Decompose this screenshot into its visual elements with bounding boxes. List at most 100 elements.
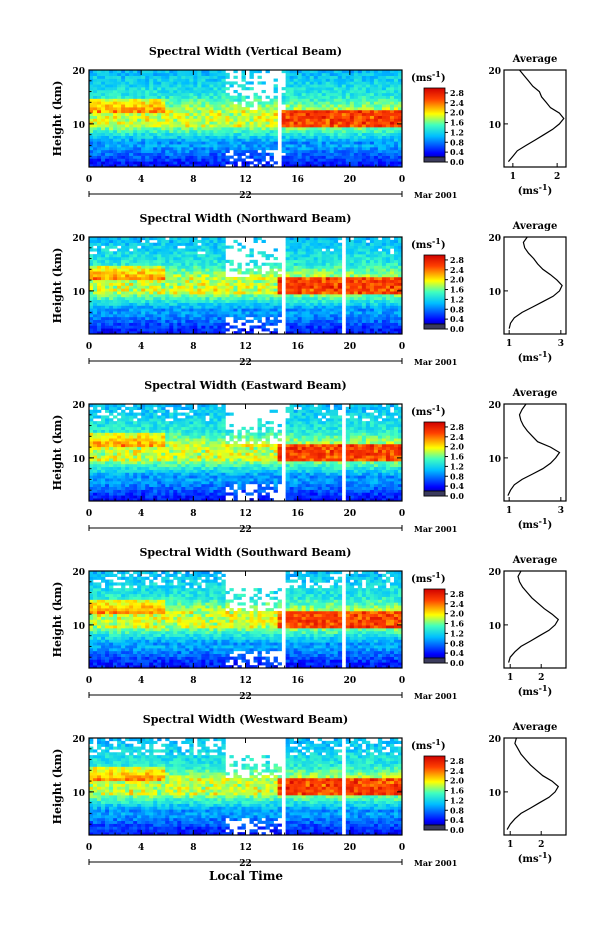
heatmap-cell (105, 251, 110, 255)
heatmap-cell (109, 78, 114, 82)
heatmap-cell (345, 95, 351, 99)
heatmap-cell (125, 308, 130, 312)
heatmap-cell (97, 288, 102, 292)
heatmap-cell (361, 314, 367, 318)
heatmap-cell (133, 331, 138, 335)
heatmap-cell (129, 276, 134, 281)
heatmap-cell (137, 149, 142, 154)
heatmap-cell (117, 72, 122, 76)
heatmap-cell (217, 245, 222, 249)
heatmap-cell (185, 72, 190, 76)
heatmap-cell (317, 149, 323, 154)
heatmap-cell (217, 81, 222, 85)
heatmap-cell (345, 112, 351, 116)
heatmap-cell (237, 129, 242, 134)
heatmap-cell (125, 78, 130, 82)
heatmap-cell (89, 282, 94, 286)
heatmap-cell (321, 129, 327, 134)
heatmap-cell (297, 144, 302, 148)
heatmap-cell (353, 291, 359, 295)
heatmap-cell (373, 276, 379, 281)
heatmap-cell (133, 98, 138, 102)
heatmap-cell (285, 285, 290, 289)
heatmap-cell (317, 328, 323, 332)
heatmap-cell (201, 109, 206, 114)
heatmap-cell (353, 302, 359, 306)
heatmap-cell (397, 319, 403, 323)
heatmap-cell (309, 118, 315, 122)
heatmap-cell (125, 239, 130, 243)
heatmap-cell (337, 305, 343, 309)
heatmap-cell (193, 291, 198, 295)
heatmap-cell (225, 107, 230, 111)
heatmap-cell (117, 112, 122, 116)
heatmap-cell (137, 132, 142, 136)
heatmap-cell (217, 78, 222, 82)
heatmap-cell (101, 107, 106, 111)
heatmap-cell (289, 322, 294, 326)
heatmap-cell (393, 299, 399, 303)
heatmap-cell (253, 135, 258, 139)
heatmap-cell (185, 132, 190, 136)
heatmap-cell (297, 107, 302, 111)
heatmap-cell (393, 291, 399, 295)
heatmap-cell (125, 144, 130, 148)
heatmap-cell (361, 274, 367, 278)
heatmap-cell (197, 294, 202, 298)
heatmap-cell (377, 118, 383, 122)
heatmap-cell (277, 311, 282, 315)
heatmap-cell (317, 161, 323, 165)
heatmap-cell (193, 276, 198, 281)
heatmap-cell (181, 282, 186, 286)
heatmap-cell (97, 141, 102, 145)
heatmap-cell (321, 144, 327, 148)
heatmap-cell (109, 101, 114, 105)
heatmap-cell (185, 118, 190, 122)
heatmap-cell (329, 115, 335, 119)
heatmap-cell (93, 282, 98, 286)
heatmap-cell (365, 70, 371, 74)
heatmap-cell (145, 311, 150, 315)
heatmap-cell (333, 305, 339, 309)
heatmap-cell (337, 251, 343, 255)
heatmap-cell (305, 239, 310, 243)
heatmap-cell (201, 245, 206, 249)
heatmap-cell (349, 316, 355, 321)
heatmap-cell (101, 296, 106, 301)
heatmap-cell (261, 158, 266, 162)
heatmap-cell (165, 276, 170, 281)
heatmap-cell (261, 239, 266, 243)
heatmap-cell (161, 265, 166, 269)
heatmap-cell (381, 276, 387, 281)
heatmap-cell (301, 132, 306, 136)
heatmap-cell (189, 121, 194, 125)
heatmap-cell (97, 328, 102, 332)
heatmap-cell (161, 254, 166, 258)
heatmap-cell (337, 138, 343, 142)
heatmap-cell (237, 282, 242, 286)
heatmap-cell (221, 319, 226, 323)
heatmap-cell (197, 254, 202, 258)
heatmap-cell (369, 279, 375, 283)
heatmap-cell (333, 328, 339, 332)
heatmap-cell (285, 78, 290, 82)
heatmap-cell (125, 331, 130, 335)
heatmap-cell (193, 302, 198, 306)
heatmap-cell (393, 254, 399, 258)
heatmap-cell (257, 70, 262, 74)
heatmap-cell (113, 237, 118, 241)
heatmap-cell (93, 95, 98, 99)
heatmap-cell (321, 84, 327, 88)
heatmap-cell (185, 109, 190, 114)
heatmap-cell (165, 268, 170, 272)
heatmap-cell (305, 135, 310, 139)
heatmap-cell (365, 115, 371, 119)
heatmap-cell (309, 282, 315, 286)
heatmap-cell (129, 147, 134, 151)
heatmap-cell (253, 262, 258, 266)
heatmap-cell (117, 158, 122, 162)
heatmap-cell (117, 104, 122, 108)
heatmap-cell (89, 285, 94, 289)
heatmap-cell (217, 274, 222, 278)
heatmap-cell (233, 296, 238, 301)
